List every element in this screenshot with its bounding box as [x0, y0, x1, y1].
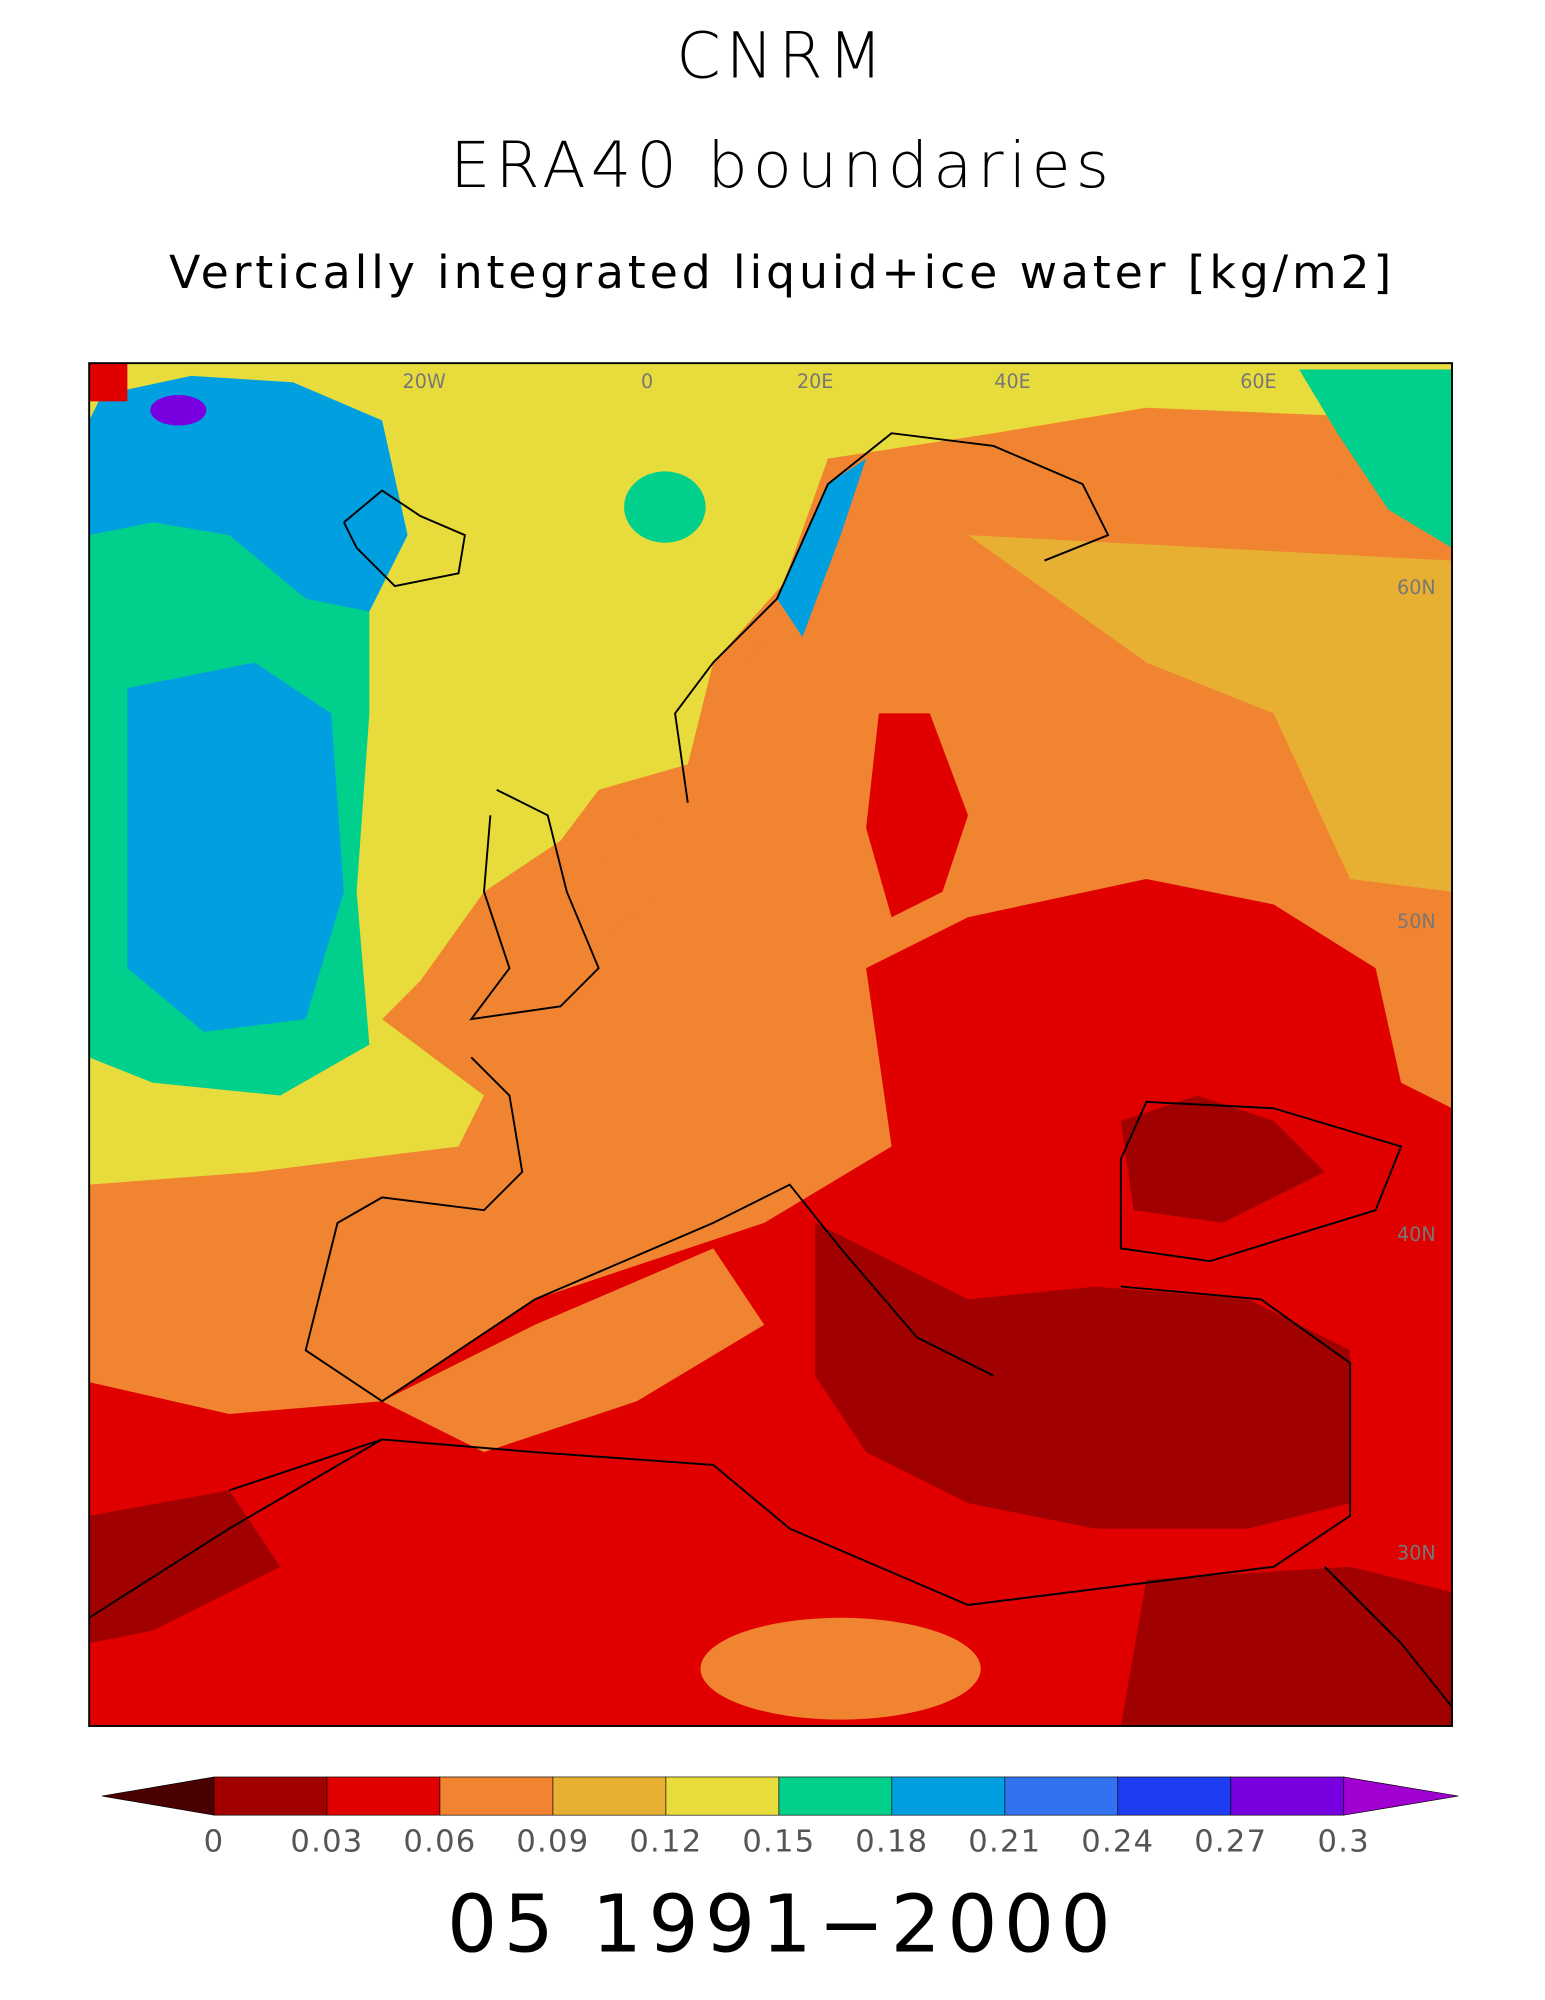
field-region	[150, 394, 207, 426]
colorbar-over	[1343, 1776, 1459, 1816]
field-region	[968, 535, 1453, 892]
field-region	[1120, 1566, 1453, 1727]
field-region	[866, 713, 969, 918]
field-region	[89, 375, 408, 612]
colorbar-tick-label: 0.03	[290, 1825, 363, 1860]
lon-label: 20W	[403, 370, 446, 393]
colorbar-under	[101, 1776, 215, 1816]
lon-label: 60E	[1240, 370, 1276, 393]
variable-label: Vertically integrated liquid+ice water […	[169, 245, 1395, 299]
field-region	[382, 1248, 765, 1453]
coastline	[1323, 1566, 1453, 1708]
colorbar-box	[1230, 1776, 1345, 1816]
colorbar-tick-label: 0.12	[629, 1825, 702, 1860]
map-frame	[88, 362, 1453, 1727]
lat-label: 50N	[1397, 910, 1436, 933]
field-region	[89, 363, 1453, 1185]
colorbar-tick-label: 0.27	[1194, 1825, 1267, 1860]
lat-label: 60N	[1397, 576, 1436, 599]
colorbar-tick-label: 0.21	[968, 1825, 1041, 1860]
coastline	[89, 1438, 383, 1619]
title: CNRM	[676, 20, 888, 94]
field-region	[89, 363, 128, 402]
colorbar-tick-label: 0.18	[855, 1825, 928, 1860]
coastline	[228, 1285, 1352, 1606]
period-label: 05 1991−2000	[447, 1878, 1117, 1970]
colorbar-tick-label: 0.06	[403, 1825, 476, 1860]
colorbar-box	[1004, 1776, 1119, 1816]
colorbar-box	[1117, 1776, 1232, 1816]
coastline	[469, 788, 600, 1021]
field-region	[776, 458, 867, 637]
lat-label: 30N	[1397, 1542, 1436, 1565]
map: 20W 0 20E 40E 60E 60N 50N 40N 30N	[89, 363, 1453, 1727]
lat-label: 40N	[1397, 1223, 1436, 1246]
lon-label: 0	[641, 370, 653, 393]
field-region	[1299, 369, 1453, 548]
colorbar-tick-label: 0	[204, 1825, 225, 1860]
colorbar-tick-label: 0.3	[1318, 1825, 1370, 1860]
colorbar-box	[439, 1776, 554, 1816]
coastline	[304, 1056, 994, 1403]
coastline	[343, 489, 466, 588]
colorbar-tick-label: 0.24	[1081, 1825, 1154, 1860]
lon-label: 40E	[994, 370, 1030, 393]
field-region	[89, 1490, 281, 1644]
coastline	[674, 432, 1110, 803]
field-region	[700, 1617, 981, 1720]
colorbar-box	[891, 1776, 1006, 1816]
field-region	[127, 662, 344, 1032]
coastline	[1119, 1100, 1403, 1263]
colorbar-tick-label: 0.09	[516, 1825, 589, 1860]
lon-label: 20E	[797, 370, 833, 393]
colorbar-box	[213, 1776, 328, 1816]
colorbar-box	[665, 1776, 780, 1816]
colorbar: 0 0.03 0.06 0.09 0.12 0.15 0.18 0.21 0.24 0.27 0.3	[101, 1776, 1459, 1860]
colorbar-box	[552, 1776, 667, 1816]
colorbar-tick-label: 0.15	[742, 1825, 815, 1860]
colorbar-box	[778, 1776, 893, 1816]
subtitle: ERA40 boundaries	[450, 129, 1114, 203]
field-region	[815, 1222, 1351, 1529]
field-region	[1120, 1095, 1325, 1223]
field-region	[624, 471, 706, 543]
colorbar-box	[326, 1776, 441, 1816]
